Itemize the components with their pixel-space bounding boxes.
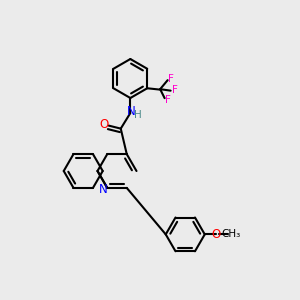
Text: H: H [134,110,142,119]
Text: N: N [99,183,107,196]
Text: O: O [212,228,221,241]
Text: F: F [165,95,171,105]
Text: F: F [168,74,174,84]
Text: CH₃: CH₃ [221,230,240,239]
Text: F: F [172,85,178,95]
Text: O: O [99,118,109,131]
Text: N: N [127,105,135,118]
